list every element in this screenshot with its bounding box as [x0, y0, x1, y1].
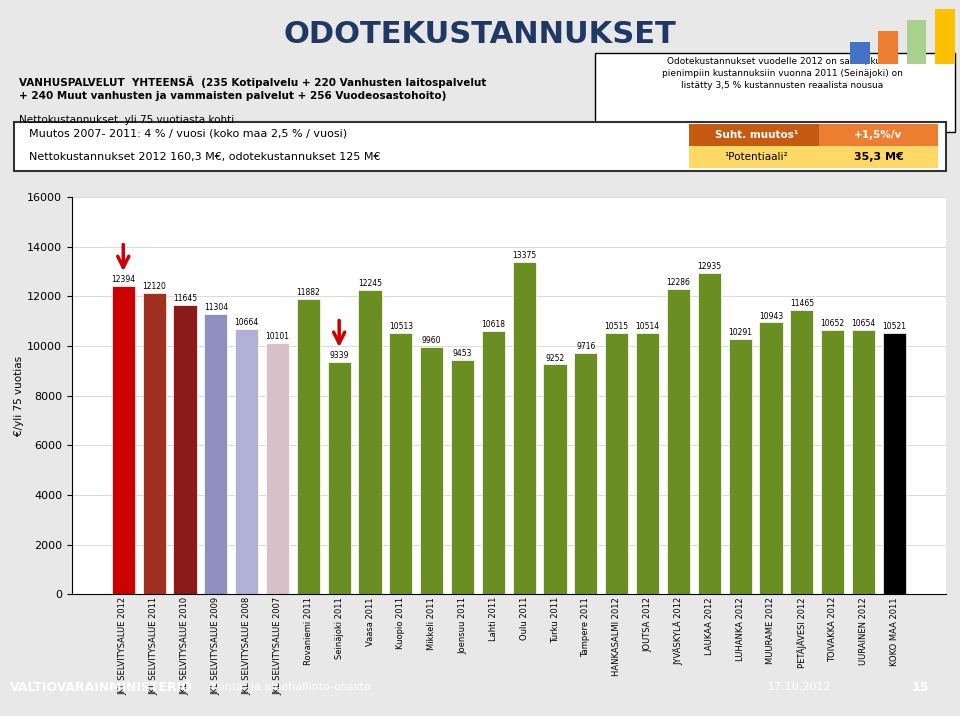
Bar: [174, 305, 197, 594]
Text: 10291: 10291: [728, 328, 752, 337]
Text: 15: 15: [912, 681, 929, 694]
Text: 11304: 11304: [204, 303, 228, 311]
Text: 10513: 10513: [389, 322, 413, 332]
Bar: [878, 32, 899, 64]
Text: Suht. muutos¹: Suht. muutos¹: [715, 130, 798, 140]
FancyBboxPatch shape: [689, 125, 823, 147]
Bar: [935, 9, 955, 64]
Text: Kunta- ja aluehallinto-osasto: Kunta- ja aluehallinto-osasto: [211, 682, 371, 692]
Bar: [235, 329, 258, 594]
Text: 13375: 13375: [512, 251, 537, 260]
Bar: [729, 339, 752, 594]
Text: 10101: 10101: [266, 332, 290, 342]
Text: 10664: 10664: [234, 319, 259, 327]
Bar: [358, 290, 381, 594]
Text: 11882: 11882: [297, 288, 321, 297]
FancyBboxPatch shape: [595, 53, 955, 132]
Text: VALTIOVARAINMINISTERIÖ: VALTIOVARAINMINISTERIÖ: [10, 681, 192, 694]
Text: 10943: 10943: [758, 311, 783, 321]
Bar: [451, 359, 474, 594]
Bar: [852, 329, 876, 594]
Bar: [111, 286, 134, 594]
Text: VANHUSPALVELUT  YHTEENSÄ  (235 Kotipalvelu + 220 Vanhusten laitospalvelut
+ 240 : VANHUSPALVELUT YHTEENSÄ (235 Kotipalvelu…: [19, 76, 487, 101]
Text: 11645: 11645: [173, 294, 197, 303]
Text: 12286: 12286: [666, 278, 690, 287]
Bar: [605, 333, 628, 594]
Bar: [636, 333, 660, 594]
Bar: [513, 262, 536, 594]
Text: ¹Potentiaali²: ¹Potentiaali²: [725, 152, 788, 162]
FancyBboxPatch shape: [819, 125, 938, 147]
Text: 10654: 10654: [852, 319, 876, 328]
Bar: [390, 333, 413, 594]
Text: 10515: 10515: [605, 322, 629, 331]
FancyBboxPatch shape: [14, 122, 946, 171]
Text: 10514: 10514: [636, 322, 660, 332]
Text: Nettokustannukset 2012 160,3 M€, odotekustannukset 125 M€: Nettokustannukset 2012 160,3 M€, odoteku…: [29, 152, 380, 162]
Bar: [883, 333, 906, 594]
Bar: [297, 299, 320, 594]
FancyBboxPatch shape: [819, 145, 938, 168]
Text: 35,3 M€: 35,3 M€: [853, 152, 903, 162]
Bar: [420, 347, 444, 594]
Bar: [574, 353, 597, 594]
Bar: [906, 20, 926, 64]
Bar: [667, 289, 690, 594]
Text: 9453: 9453: [453, 349, 472, 357]
Text: 12935: 12935: [697, 262, 721, 271]
Text: 10652: 10652: [821, 319, 845, 328]
Bar: [482, 331, 505, 594]
Text: Odotekustannukset vuodelle 2012 on saatu, kun 2.
pienimpiin kustannuksiin vuonna: Odotekustannukset vuodelle 2012 on saatu…: [662, 57, 902, 90]
Bar: [698, 273, 721, 594]
Text: 11465: 11465: [790, 299, 814, 308]
FancyBboxPatch shape: [689, 145, 823, 168]
Text: 12394: 12394: [111, 276, 135, 284]
Text: 9252: 9252: [545, 354, 564, 362]
Text: 10521: 10521: [882, 322, 906, 331]
Text: 9960: 9960: [422, 336, 442, 345]
Text: ODOTEKUSTANNUKSET: ODOTEKUSTANNUKSET: [283, 20, 677, 49]
Bar: [543, 364, 566, 594]
Bar: [327, 362, 350, 594]
Text: +1,5%/v: +1,5%/v: [854, 130, 902, 140]
Text: 10618: 10618: [481, 319, 505, 329]
Text: 12245: 12245: [358, 279, 382, 288]
Bar: [821, 330, 844, 594]
Text: 9716: 9716: [576, 342, 595, 351]
Bar: [204, 314, 228, 594]
Bar: [850, 42, 870, 64]
Bar: [759, 322, 782, 594]
Text: 12120: 12120: [142, 282, 166, 291]
Y-axis label: €/yli 75 vuotias: €/yli 75 vuotias: [14, 356, 24, 435]
Text: Nettokustannukset  yli 75 vuotiasta kohti: Nettokustannukset yli 75 vuotiasta kohti: [19, 115, 234, 125]
Text: 9339: 9339: [329, 352, 348, 360]
Text: Muutos 2007- 2011: 4 % / vuosi (koko maa 2,5 % / vuosi): Muutos 2007- 2011: 4 % / vuosi (koko maa…: [29, 129, 347, 139]
Bar: [266, 344, 289, 594]
Text: 17.10.2012: 17.10.2012: [768, 682, 831, 692]
Bar: [142, 294, 166, 594]
Bar: [790, 309, 813, 594]
